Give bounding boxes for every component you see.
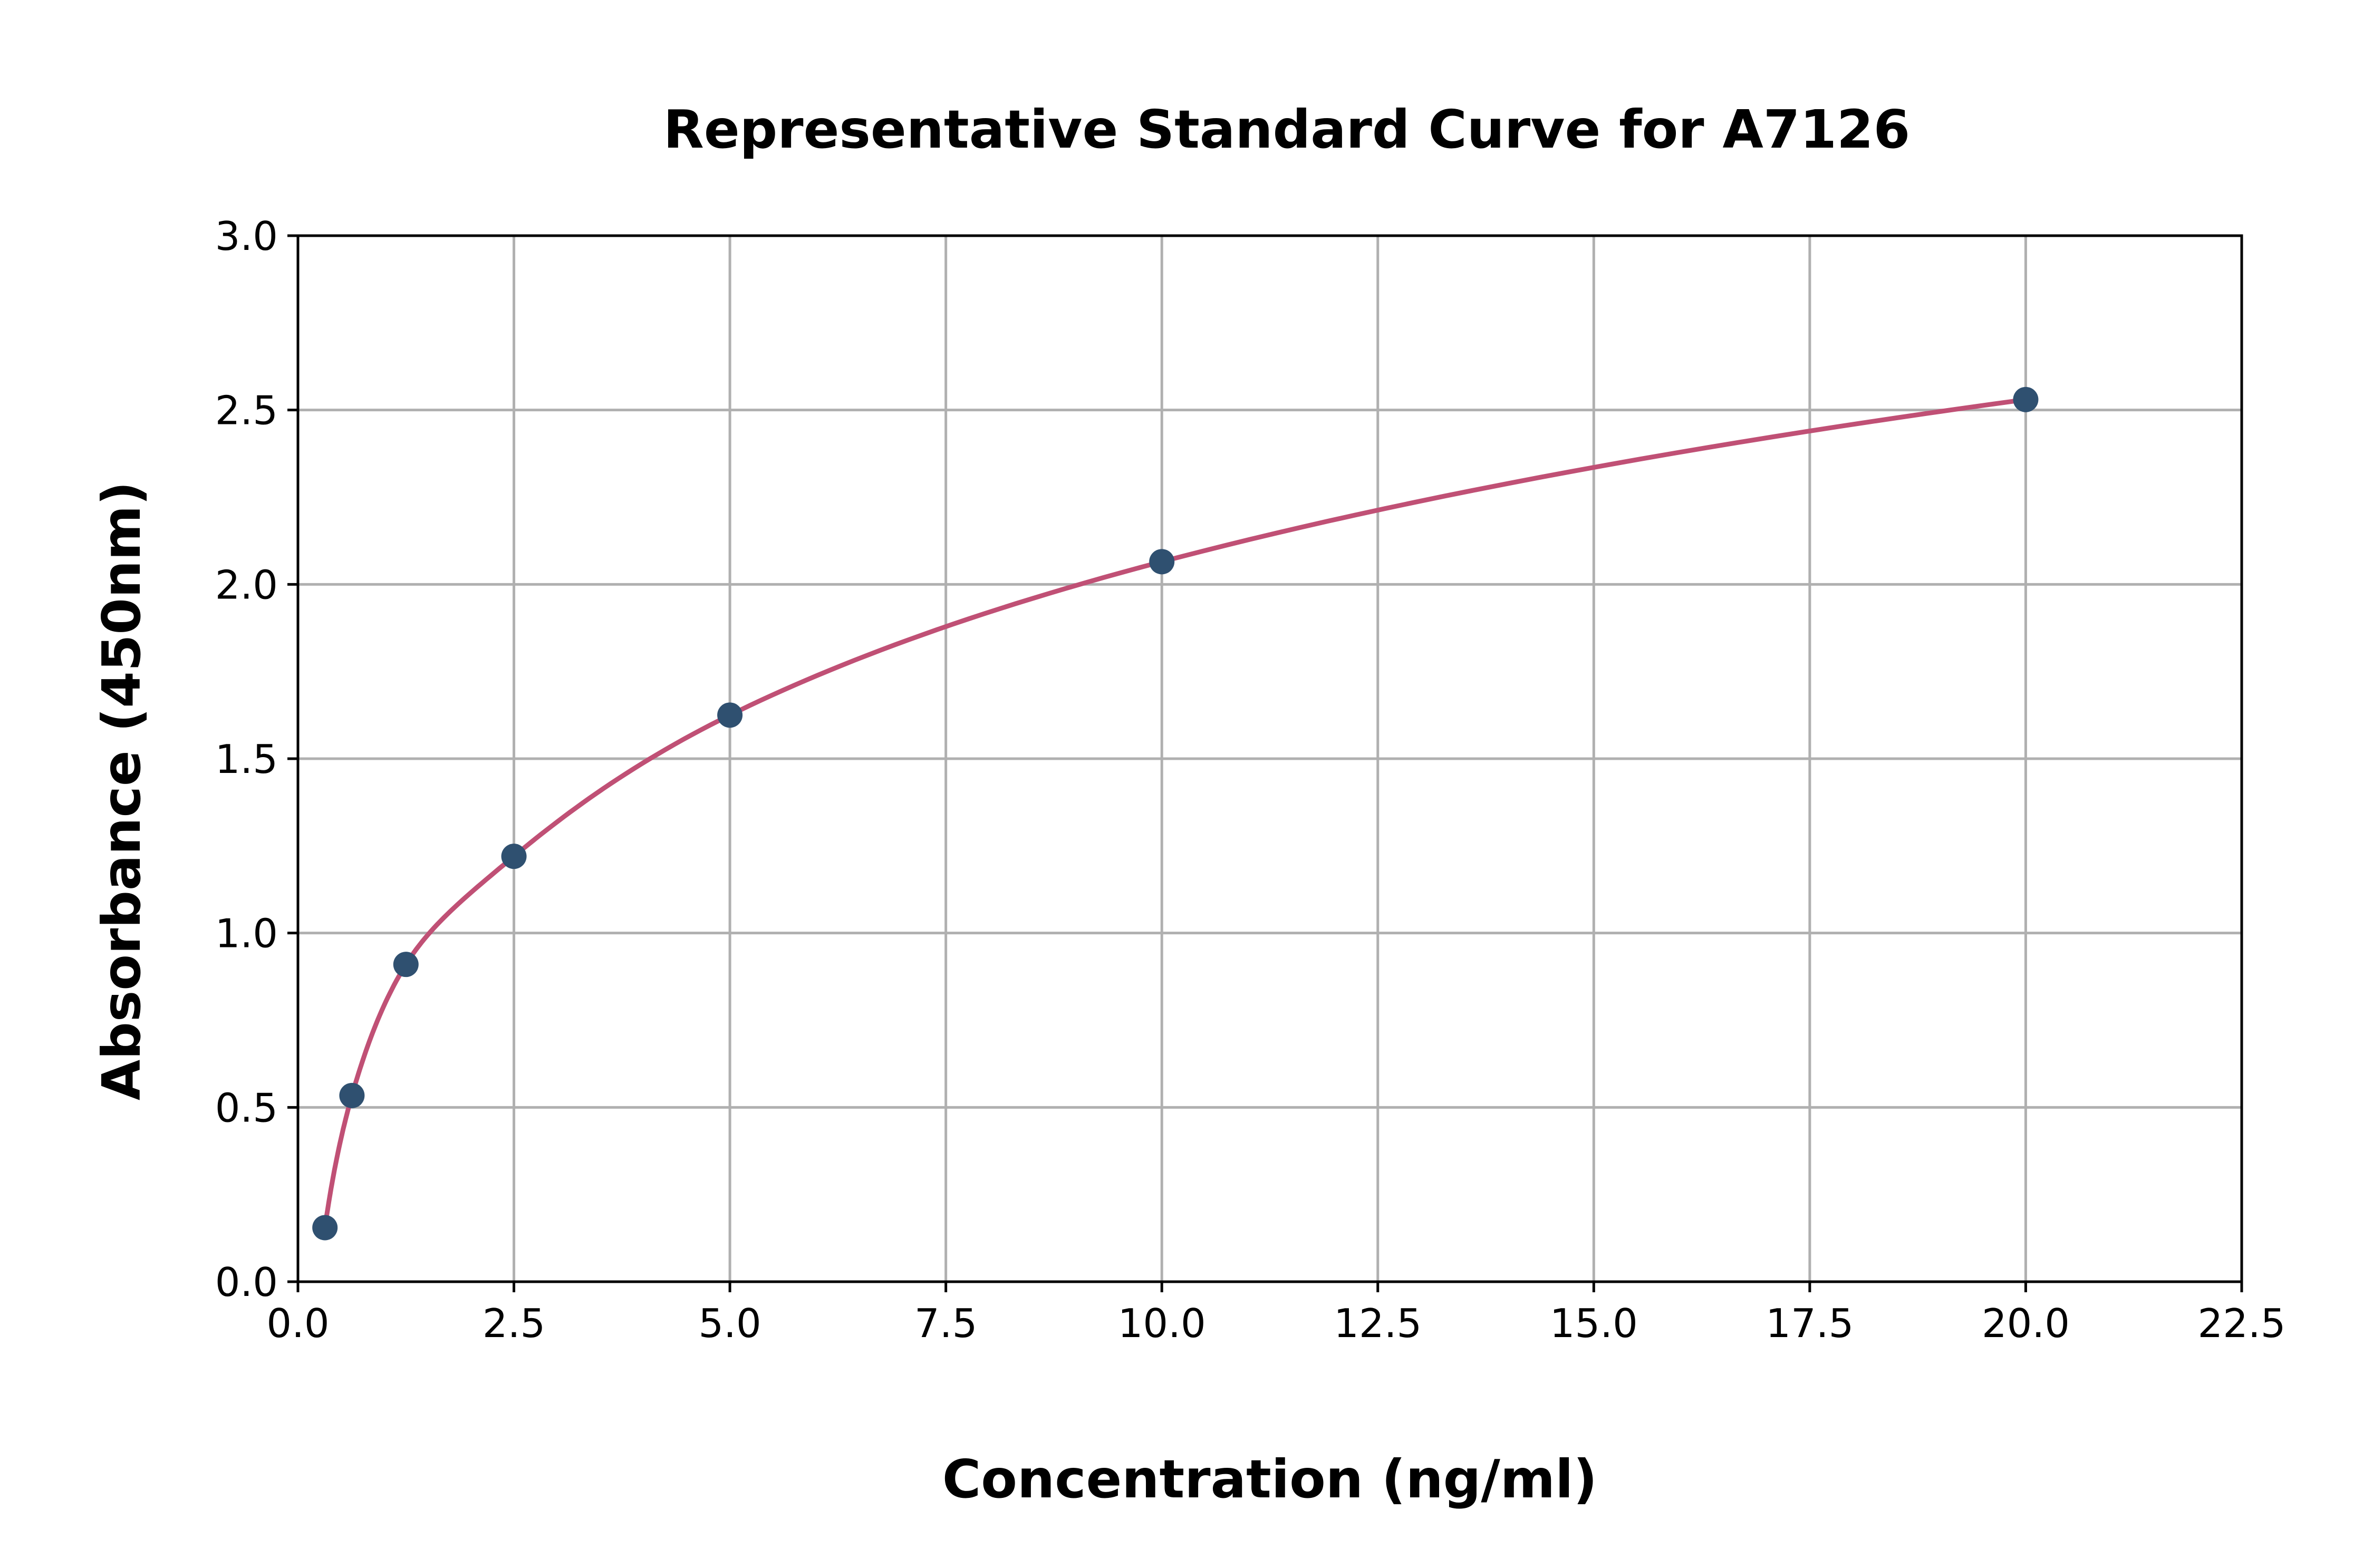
y-axis-label: Absorbance (450nm) <box>91 481 152 1100</box>
data-point <box>501 844 527 869</box>
data-point <box>393 952 419 977</box>
chart-title: Representative Standard Curve for A7126 <box>663 99 1910 160</box>
data-point <box>312 1215 338 1241</box>
y-axis-ticks: 0.0 0.5 1.0 1.5 2.0 2.5 3.0 <box>215 213 298 1305</box>
fit-curve <box>322 397 2027 1228</box>
x-tick-label: 0.0 <box>266 1300 329 1347</box>
fit-curve-group <box>322 397 2027 1228</box>
y-tick-label: 3.0 <box>215 213 278 259</box>
y-tick-label: 1.5 <box>215 736 278 782</box>
y-tick-label: 2.5 <box>215 388 278 434</box>
x-tick-label: 5.0 <box>698 1300 761 1347</box>
x-tick-label: 20.0 <box>1982 1300 2070 1347</box>
data-point <box>2013 386 2039 412</box>
data-points <box>312 386 2039 1241</box>
x-tick-label: 10.0 <box>1118 1300 1206 1347</box>
x-tick-label: 12.5 <box>1334 1300 1422 1347</box>
y-tick-label: 0.5 <box>215 1085 278 1131</box>
x-tick-label: 15.0 <box>1550 1300 1638 1347</box>
x-tick-label: 2.5 <box>483 1300 545 1347</box>
x-tick-label: 7.5 <box>914 1300 977 1347</box>
y-tick-label: 2.0 <box>215 562 278 608</box>
x-tick-label: 17.5 <box>1766 1300 1854 1347</box>
grid <box>296 234 2243 1283</box>
x-tick-label: 22.5 <box>2198 1300 2286 1347</box>
x-axis-ticks: 0.0 2.5 5.0 7.5 10.0 12.5 15.0 17.5 20.0 22.5 <box>266 1282 2286 1347</box>
data-point <box>339 1082 365 1108</box>
data-point <box>717 702 743 728</box>
y-tick-label: 1.0 <box>215 911 278 957</box>
data-point <box>1149 549 1175 575</box>
x-axis-label: Concentration (ng/ml) <box>942 1448 1597 1510</box>
y-tick-label: 0.0 <box>215 1259 278 1305</box>
